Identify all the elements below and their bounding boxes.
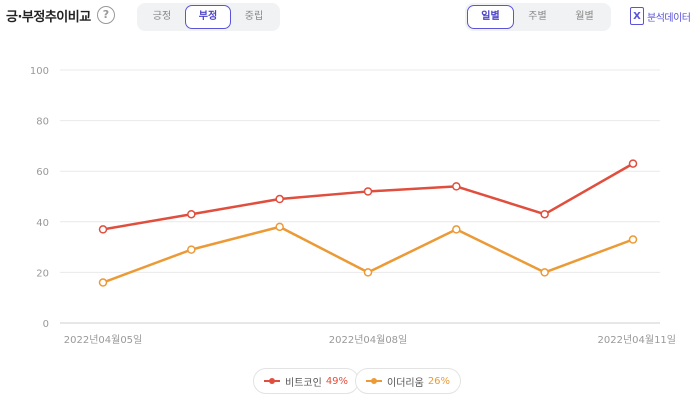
legend-percent-series-1: 49%: [325, 375, 349, 387]
x-tick-label: 2022년04월08일: [329, 334, 408, 346]
data-point-series-1: [187, 209, 196, 219]
legend-label-series-2: 이더리움: [387, 377, 424, 389]
y-tick-label: 60: [36, 167, 49, 178]
data-point-series-2: [98, 278, 108, 287]
data-point-series-2: [275, 222, 284, 232]
y-tick-label: 0: [43, 319, 49, 330]
legend-item-series-2[interactable]: 이더리움 26%: [355, 368, 462, 394]
series-line-1: [102, 162, 634, 231]
tab-neutral[interactable]: 중립: [244, 11, 264, 22]
legend-marker-series-1: [264, 378, 280, 384]
data-point-series-2: [363, 268, 373, 277]
x-tick-label: 2022년04월11일: [598, 334, 677, 346]
data-point-series-1: [452, 182, 461, 191]
y-tick-label: 80: [36, 117, 49, 128]
tab-negative[interactable]: 부정: [185, 5, 231, 29]
line-chart: 0 20 40 60 80 100 2022년04월05일 2022년04월08일 2022년0…: [30, 66, 677, 346]
legend-percent-series-2: 26%: [427, 375, 451, 387]
data-point-series-1: [628, 159, 638, 168]
data-point-series-1: [540, 209, 549, 219]
legend-label-series-1: 비트코인: [285, 377, 322, 389]
tab-positive[interactable]: 긍정: [152, 11, 172, 22]
legend-marker-series-2: [366, 378, 382, 384]
chart-title: 긍·부정추이비교: [6, 10, 91, 25]
data-point-series-2: [452, 225, 461, 234]
tab-weekly[interactable]: 주별: [528, 11, 547, 22]
data-point-series-1: [98, 225, 108, 234]
export-data-label: 분석데이터: [647, 12, 691, 24]
excel-icon: X: [630, 7, 644, 25]
period-tab-group: 일별 주별 월별: [465, 3, 611, 31]
data-point-series-2: [187, 245, 196, 254]
y-tick-label: 20: [36, 268, 49, 279]
sentiment-tab-group: 긍정 부정 중립: [137, 3, 280, 31]
y-tick-label: 100: [30, 66, 49, 77]
x-tick-label: 2022년04월05일: [64, 334, 143, 346]
tab-daily[interactable]: 일별: [467, 5, 514, 29]
data-point-series-1: [275, 194, 284, 204]
data-point-series-2: [540, 268, 549, 277]
help-icon[interactable]: ?: [97, 6, 115, 24]
tab-monthly[interactable]: 월별: [575, 11, 594, 22]
export-data-button[interactable]: X 분석데이터: [630, 7, 691, 25]
data-point-series-1: [363, 187, 373, 196]
legend-item-series-1[interactable]: 비트코인 49%: [253, 368, 360, 394]
data-point-series-2: [628, 235, 638, 244]
y-tick-label: 40: [36, 218, 49, 229]
